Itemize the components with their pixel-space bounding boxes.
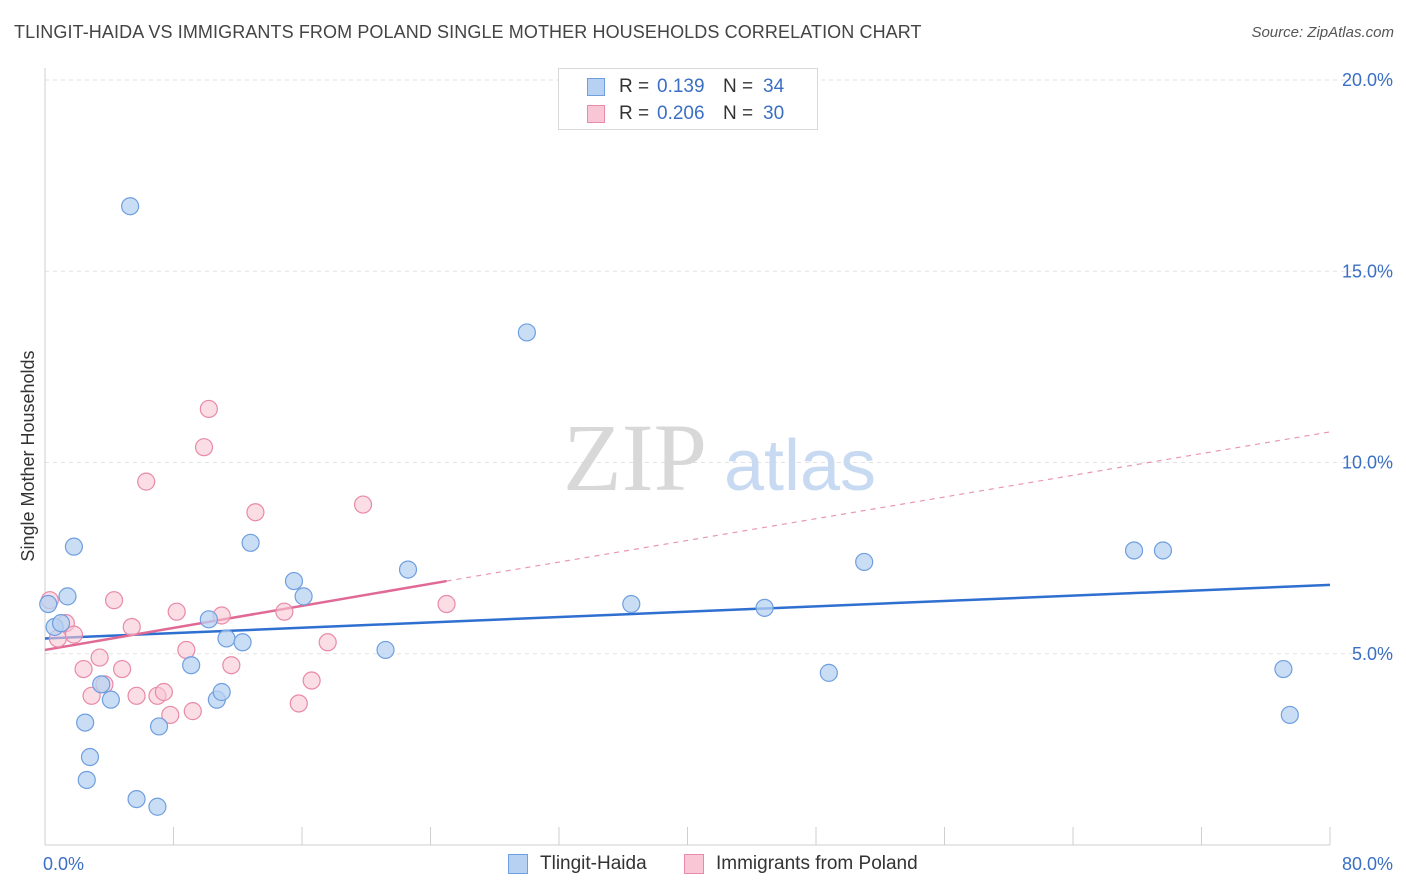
bottom-legend-label-blue: Tlingit-Haida: [540, 853, 647, 874]
point-tlingit-haida: [58, 587, 77, 606]
watermark-atlas: atlas: [724, 426, 876, 506]
point-tlingit-haida: [1124, 541, 1144, 560]
point-tlingit-haida: [819, 663, 838, 682]
watermark: ZIP atlas: [563, 404, 876, 511]
legend-n-label: N =: [723, 76, 754, 97]
point-poland: [246, 503, 265, 522]
point-tlingit-haida: [64, 537, 84, 556]
point-tlingit-haida: [39, 594, 58, 614]
trend-lines: [44, 431, 1331, 652]
legend-n-value: 30: [763, 103, 785, 124]
point-tlingit-haida: [101, 690, 120, 709]
legend-n-value: 34: [763, 76, 785, 97]
point-poland: [302, 671, 321, 690]
point-poland: [154, 682, 173, 702]
point-poland: [64, 625, 84, 644]
y-axis-label: Single Mother Households: [18, 350, 38, 561]
point-poland: [122, 617, 141, 637]
point-poland: [90, 648, 109, 667]
y-tick-label: 15.0%: [1342, 261, 1393, 281]
bottom-legend-tlingit-haida: Tlingit-Haida: [508, 852, 647, 876]
gridlines: [45, 79, 1392, 655]
legend-n-label: N =: [723, 103, 754, 124]
point-poland: [183, 702, 202, 721]
bottom-legend-swatch-blue: [508, 854, 528, 874]
point-poland: [222, 656, 241, 675]
point-tlingit-haida: [855, 552, 874, 572]
chart-title: TLINGIT-HAIDA VS IMMIGRANTS FROM POLAND …: [14, 22, 922, 42]
point-poland: [275, 602, 294, 621]
point-poland: [194, 438, 214, 457]
point-tlingit-haida: [199, 610, 218, 629]
point-tlingit-haida: [241, 533, 260, 552]
legend-r-label: R =: [619, 103, 650, 124]
tick-labels: 5.0% 10.0% 15.0% 20.0% 0.0% 80.0%: [43, 70, 1393, 874]
point-tlingit-haida: [121, 197, 140, 216]
point-poland: [104, 591, 124, 610]
point-poland: [112, 659, 132, 679]
point-tlingit-haida: [92, 675, 111, 694]
legend-r-value: 0.139: [657, 76, 705, 97]
point-poland: [177, 640, 196, 660]
x-tick-label-max: 80.0%: [1342, 854, 1393, 874]
point-poland: [167, 602, 186, 621]
point-tlingit-haida: [1280, 705, 1299, 725]
point-tlingit-haida: [217, 629, 236, 648]
point-poland: [161, 705, 180, 725]
point-tlingit-haida: [398, 560, 418, 579]
point-tlingit-haida: [1274, 659, 1293, 679]
point-tlingit-haida: [294, 587, 313, 606]
point-poland: [137, 472, 156, 491]
point-poland: [289, 694, 308, 713]
point-tlingit-haida: [76, 713, 95, 732]
source-credit: Source: ZipAtlas.com: [1251, 24, 1394, 41]
correlation-legend: R = 0.139 N = 34 R = 0.206 N = 30: [558, 68, 818, 130]
bottom-legend-label-pink: Immigrants from Poland: [716, 853, 918, 874]
legend-r-label: R =: [619, 76, 650, 97]
axes: [44, 68, 1331, 846]
point-tlingit-haida: [127, 789, 146, 809]
point-tlingit-haida: [182, 656, 201, 675]
legend-r-value: 0.206: [657, 103, 705, 124]
legend-swatch-pink: [587, 105, 605, 123]
y-tick-label: 10.0%: [1342, 453, 1393, 473]
point-tlingit-haida: [376, 640, 395, 660]
bottom-legend-swatch-pink: [684, 854, 704, 874]
y-tick-label: 5.0%: [1352, 644, 1393, 664]
point-poland: [318, 633, 337, 652]
y-tick-label: 20.0%: [1342, 70, 1393, 90]
point-tlingit-haida: [77, 770, 96, 790]
point-poland: [74, 659, 93, 679]
bottom-legend-poland: Immigrants from Poland: [684, 852, 918, 876]
watermark-zip: ZIP: [563, 404, 707, 511]
point-tlingit-haida: [755, 598, 774, 617]
point-tlingit-haida: [517, 323, 536, 342]
point-tlingit-haida: [1153, 541, 1173, 560]
point-poland: [437, 594, 456, 614]
legend-swatch-blue: [587, 78, 605, 96]
data-points: [39, 197, 1299, 816]
trend-line-poland: [44, 579, 447, 652]
point-tlingit-haida: [284, 571, 304, 591]
point-poland: [127, 686, 146, 705]
point-tlingit-haida: [80, 747, 100, 767]
trend-line-tlingit-haida: [44, 583, 1331, 640]
point-tlingit-haida: [149, 717, 169, 736]
point-tlingit-haida: [212, 682, 231, 702]
point-poland: [353, 495, 373, 514]
point-tlingit-haida: [148, 797, 167, 816]
legend-row-tlingit-haida: R = 0.139 N = 34: [587, 76, 784, 98]
point-tlingit-haida: [233, 633, 252, 652]
x-tick-label-min: 0.0%: [43, 854, 84, 874]
point-tlingit-haida: [51, 614, 71, 633]
point-poland: [199, 399, 218, 419]
legend-row-poland: R = 0.206 N = 30: [587, 103, 784, 125]
point-tlingit-haida: [622, 594, 641, 614]
